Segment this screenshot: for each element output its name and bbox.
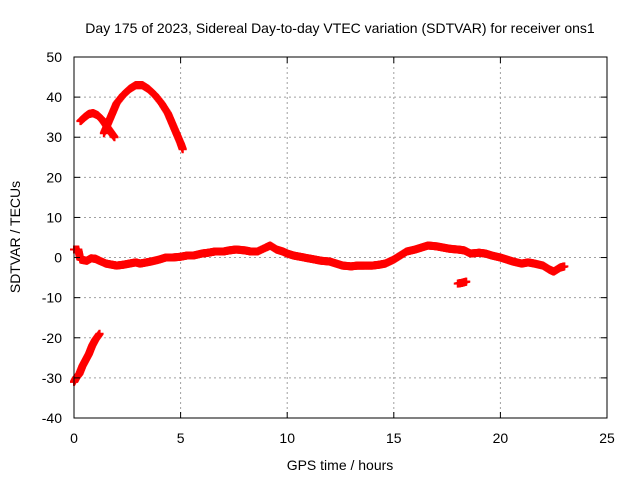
x-tick-label: 25	[599, 430, 615, 446]
data-point	[110, 133, 119, 142]
x-axis-label: GPS time / hours	[287, 457, 394, 473]
y-tick-label: 40	[46, 89, 62, 105]
chart-title: Day 175 of 2023, Sidereal Day-to-day VTE…	[85, 20, 595, 36]
series-baseline	[70, 241, 569, 276]
y-tick-label: 20	[46, 169, 62, 185]
series-isolated	[453, 277, 471, 288]
data-point	[178, 145, 187, 154]
y-axis-label: SDTVAR / TECUs	[7, 181, 23, 293]
x-tick-label: 5	[177, 430, 185, 446]
x-tick-label: 20	[493, 430, 509, 446]
plot-frame	[73, 56, 608, 419]
y-tick-label: -20	[42, 330, 62, 346]
y-tick-label: 10	[46, 209, 62, 225]
data-series	[70, 81, 569, 386]
data-point	[462, 277, 471, 286]
y-tick-label: 0	[54, 250, 62, 266]
y-tick-label: 50	[46, 49, 62, 65]
axis-ticks: 0 5 10 15 20 25 -40 -30 -20 -10 0 10 20 30 40 50	[42, 49, 615, 446]
series-rising	[70, 329, 104, 386]
x-tick-label: 10	[279, 430, 295, 446]
x-tick-label: 15	[386, 430, 402, 446]
grid-lines	[74, 57, 607, 418]
y-tick-label: 30	[46, 129, 62, 145]
series-arc-large	[99, 81, 187, 154]
y-tick-label: -10	[42, 290, 62, 306]
data-point	[560, 262, 569, 271]
y-tick-label: -40	[42, 410, 62, 426]
data-point	[95, 329, 104, 338]
y-tick-label: -30	[42, 370, 62, 386]
x-tick-label: 0	[70, 430, 78, 446]
